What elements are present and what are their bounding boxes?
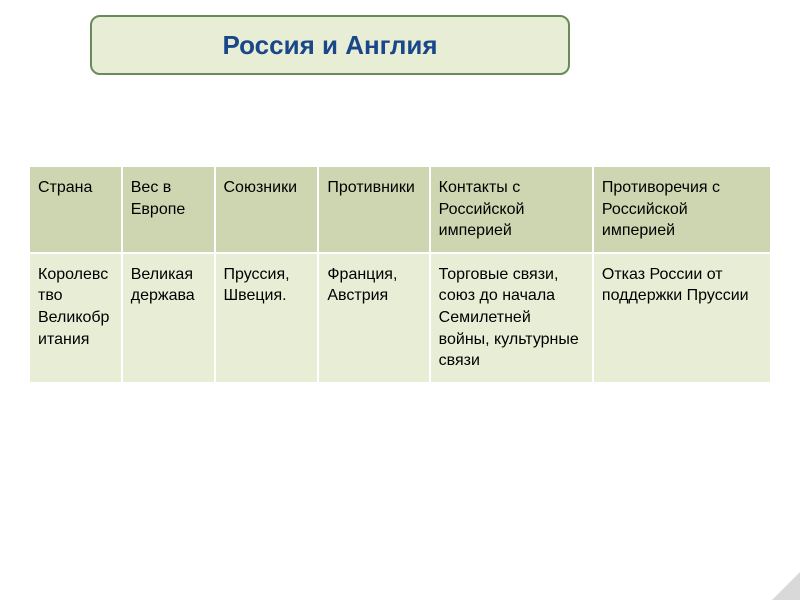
table-header-row: Страна Вес в Европе Союзники Противники … [29,166,771,253]
table-row: Королевство Великобритания Великая держа… [29,253,771,383]
col-header-weight: Вес в Европе [122,166,215,253]
cell-country: Королевство Великобритания [29,253,122,383]
title-box: Россия и Англия [90,15,570,75]
comparison-table-wrap: Страна Вес в Европе Союзники Противники … [28,165,772,384]
cell-weight: Великая держава [122,253,215,383]
page-title: Россия и Англия [222,30,437,61]
cell-allies: Пруссия, Швеция. [215,253,319,383]
col-header-contacts: Контакты с Российской империей [430,166,593,253]
cell-conflicts: Отказ России от поддержки Пруссии [593,253,771,383]
col-header-conflicts: Противоречия с Российской империей [593,166,771,253]
comparison-table: Страна Вес в Европе Союзники Противники … [28,165,772,384]
col-header-enemies: Противники [318,166,429,253]
col-header-country: Страна [29,166,122,253]
page-corner-fold-icon [772,572,800,600]
cell-contacts: Торговые связи, союз до начала Семилетне… [430,253,593,383]
col-header-allies: Союзники [215,166,319,253]
cell-enemies: Франция, Австрия [318,253,429,383]
